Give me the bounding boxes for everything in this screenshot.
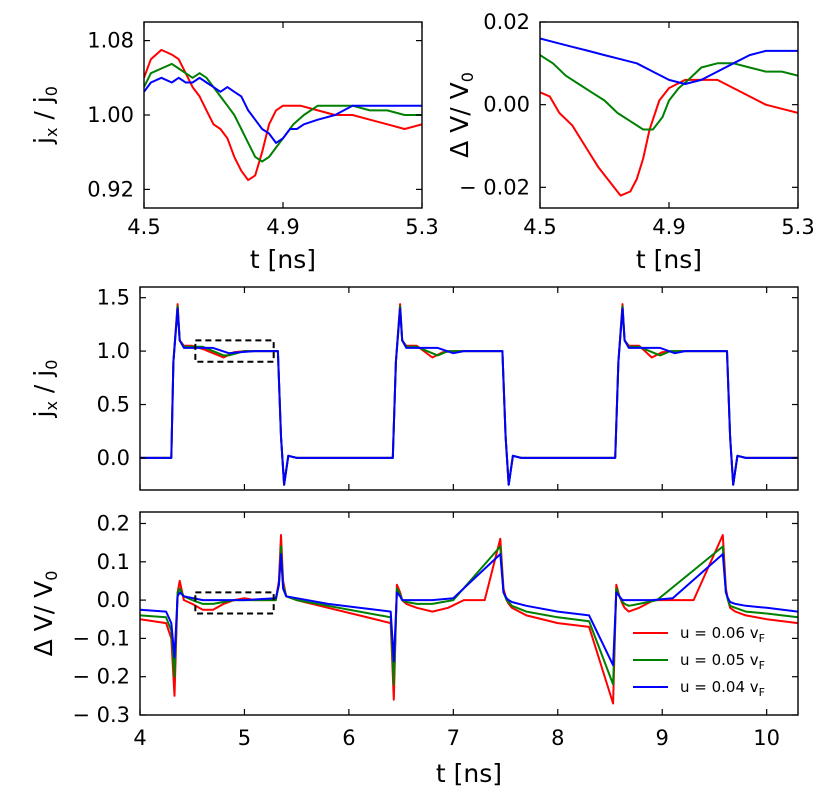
y-tick-label: 0.0: [97, 588, 130, 612]
y-tick-label: 0.00: [483, 93, 530, 117]
x-tick-label: 7: [447, 726, 460, 750]
x-tick-label: 4.5: [127, 215, 160, 239]
series-line-u004: [540, 37, 798, 85]
y-tick-label: 0.5: [97, 393, 130, 417]
panel-top-left-current: 4.5 4.9 5.3 0.92 1.00 1.08 t [ns] jx / j0: [29, 21, 439, 274]
axes-frame: [139, 511, 799, 716]
y-axis-label: Δ V/ V0: [29, 571, 61, 657]
x-tick-label: 4.9: [266, 215, 299, 239]
y-tick-label: − 0.3: [72, 703, 130, 727]
series-line-u006: [540, 78, 798, 197]
axes-frame: [139, 286, 799, 491]
legend-label-u006: u = 0.06 vF: [680, 624, 765, 645]
series-line-u006: [144, 48, 422, 182]
x-tick-label: 10: [753, 726, 780, 750]
series-line-u005: [144, 62, 422, 163]
x-tick-label: 6: [342, 726, 355, 750]
y-tick-label: − 0.2: [72, 665, 130, 689]
panel-bottom-voltage: 4 5 6 7 8 9 10 − 0.3 − 0.2 − 0.1 0.0 0.1 0.2 t [ns] Δ …: [29, 511, 799, 788]
legend: u = 0.06 vF u = 0.05 vF u = 0.04 vF: [633, 624, 765, 699]
y-tick-label: − 0.02: [459, 175, 530, 199]
y-tick-label: 1.5: [97, 286, 130, 310]
y-axis-label: jx / j0: [29, 86, 61, 145]
y-tick-label: 1.08: [87, 29, 134, 53]
x-tick-label: 4: [133, 726, 146, 750]
y-tick-label: 1.00: [87, 103, 134, 127]
legend-label-u005: u = 0.05 vF: [680, 651, 765, 672]
x-tick-label: 9: [656, 726, 669, 750]
x-tick-label: 8: [551, 726, 564, 750]
panel-middle-current: 0.0 0.5 1.0 1.5 jx / j0: [29, 286, 799, 491]
series-line-u004: [144, 76, 422, 144]
series-line-u006: [140, 303, 798, 486]
axes-frame: [143, 21, 423, 209]
x-tick-label: 4.5: [523, 215, 556, 239]
y-tick-label: 0.0: [97, 446, 130, 470]
series-line-u005: [140, 305, 798, 486]
x-axis-label: t [ns]: [250, 245, 316, 274]
legend-label-u004: u = 0.04 vF: [680, 678, 765, 699]
y-axis-label: Δ V/ V0: [445, 72, 477, 158]
x-tick-label: 5.3: [781, 215, 814, 239]
x-axis-label: t [ns]: [636, 245, 702, 274]
axes-frame: [539, 21, 799, 209]
x-tick-label: 5.3: [405, 215, 438, 239]
x-tick-label: 4.9: [652, 215, 685, 239]
series-line-u004: [140, 553, 798, 667]
series-line-u005: [140, 545, 798, 686]
y-tick-label: 0.2: [97, 511, 130, 535]
series-line-u005: [540, 54, 798, 131]
panel-top-right-voltage: 4.5 4.9 5.3 − 0.02 0.00 0.02 t [ns] Δ V/ V0: [445, 10, 815, 274]
y-tick-label: 0.92: [87, 177, 134, 201]
y-tick-label: 1.0: [97, 339, 130, 363]
y-axis-label: jx / j0: [29, 360, 61, 419]
y-tick-label: − 0.1: [72, 626, 130, 650]
x-tick-label: 5: [238, 726, 251, 750]
x-axis-label: t [ns]: [436, 759, 502, 788]
y-tick-label: 0.1: [97, 550, 130, 574]
y-tick-label: 0.02: [483, 10, 530, 34]
series-line-u004: [140, 307, 798, 486]
